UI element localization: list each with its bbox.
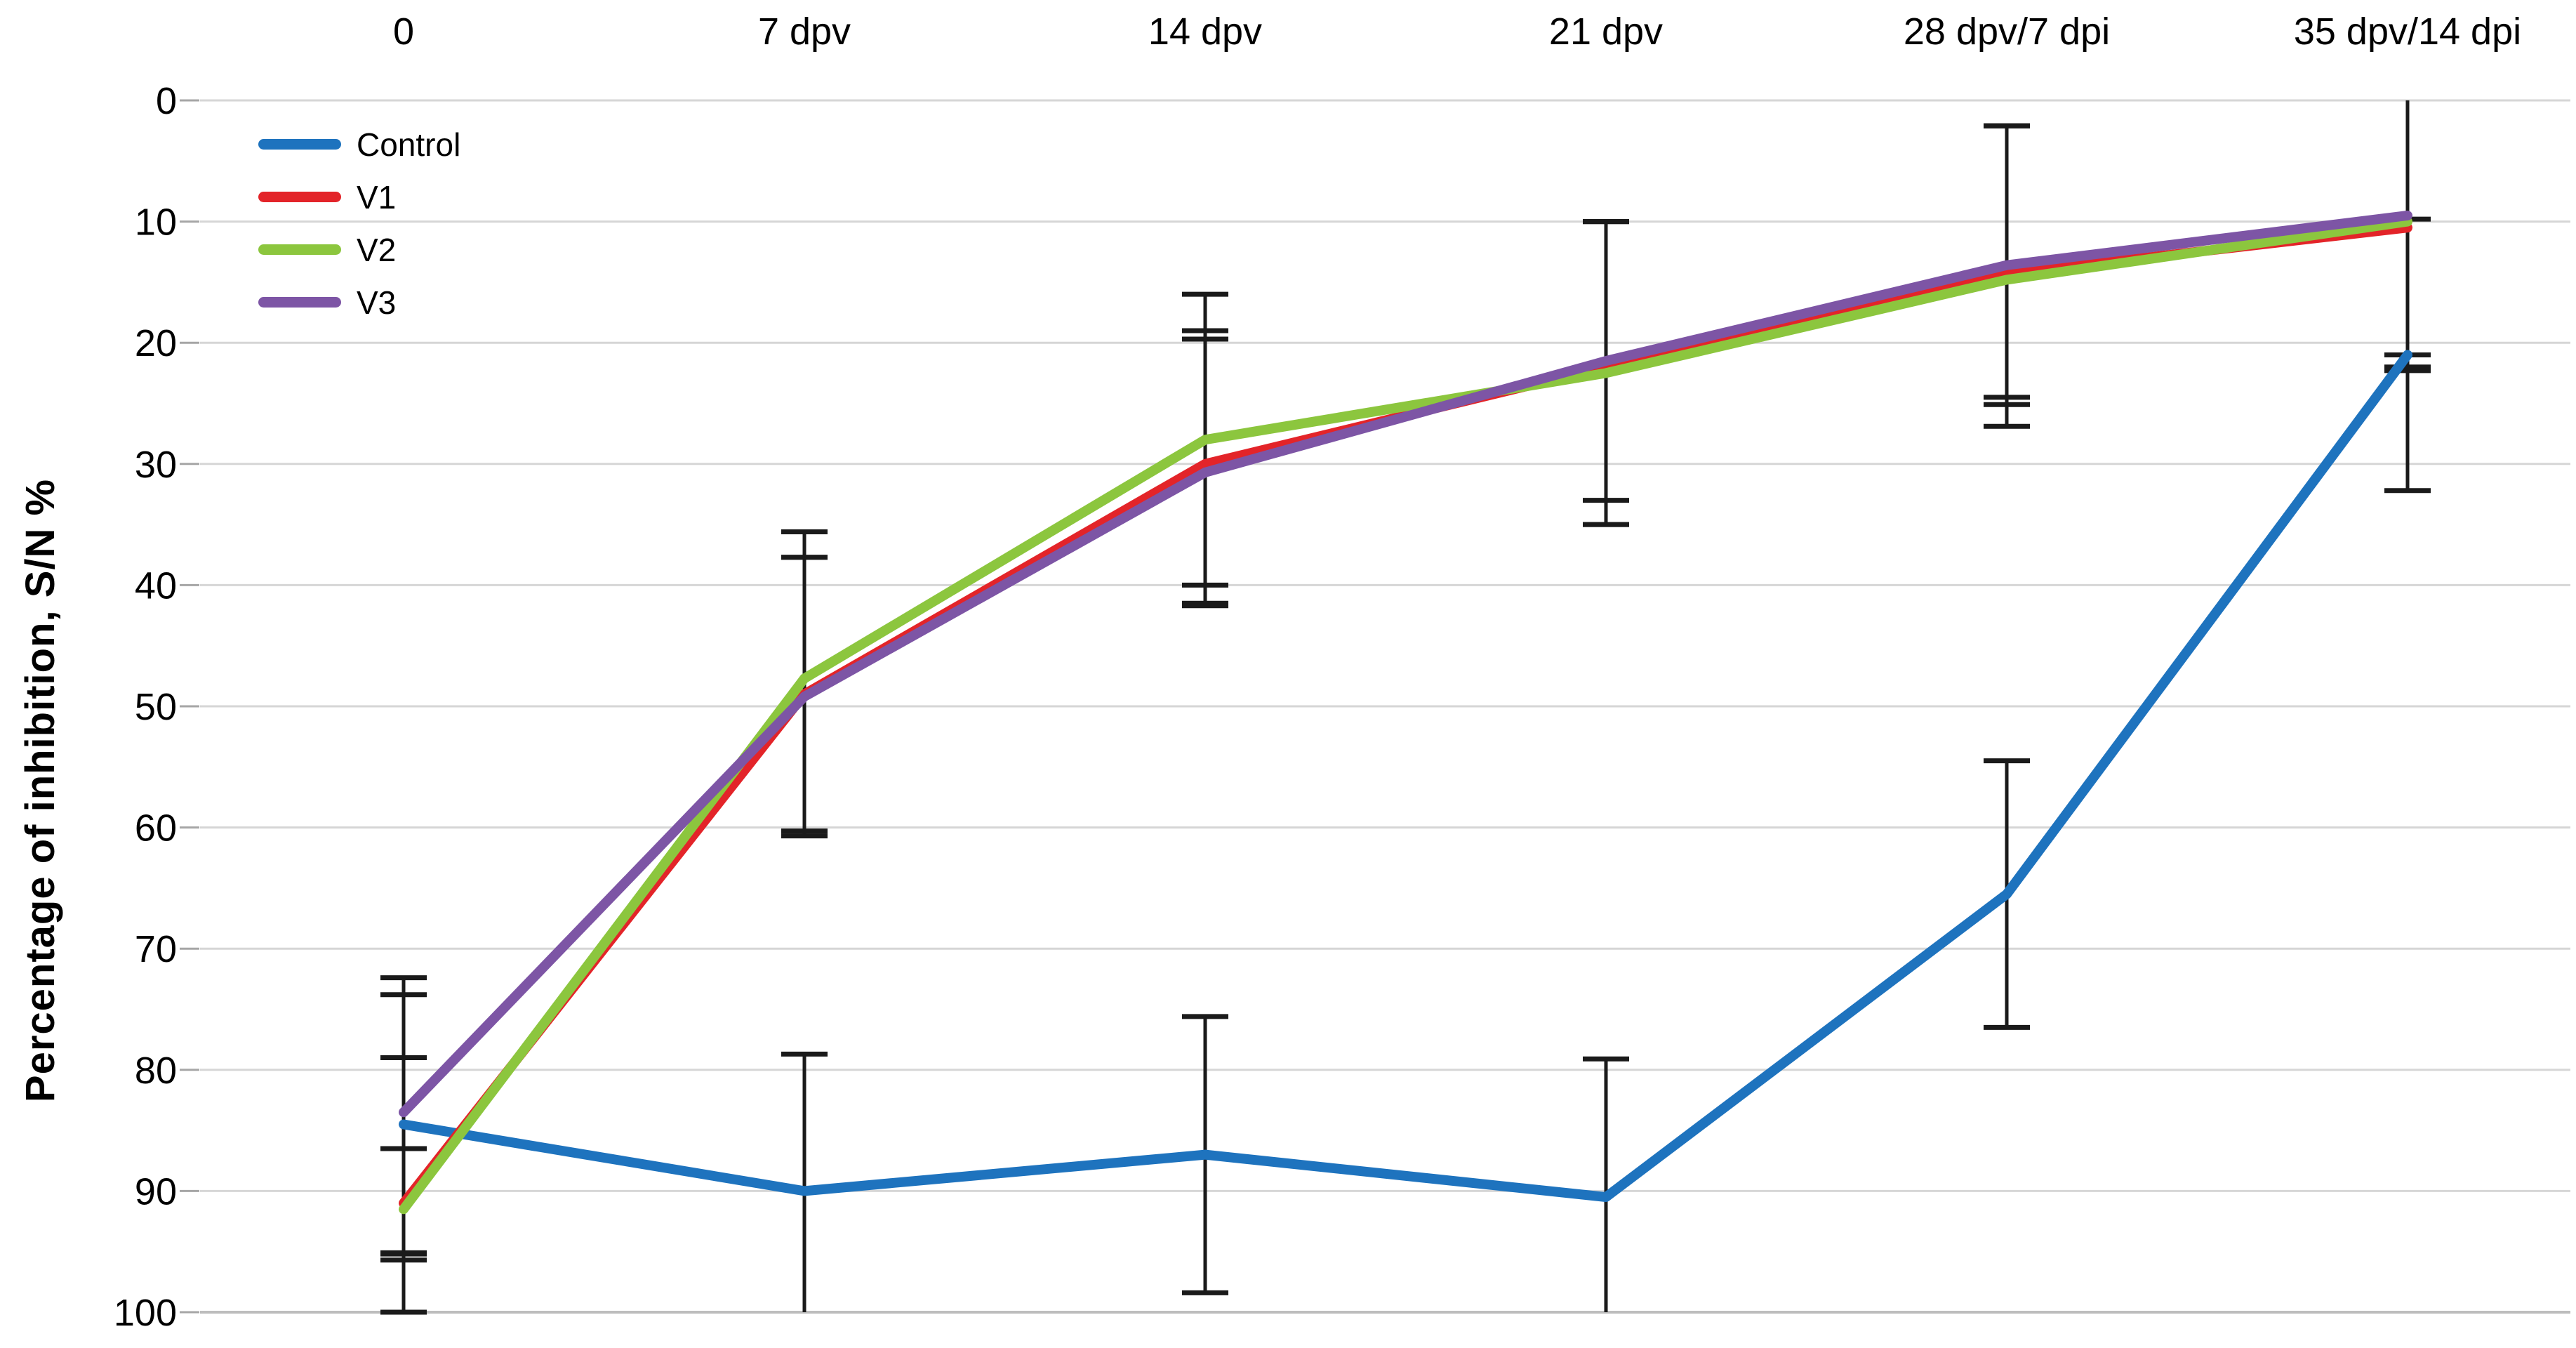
legend-swatch-v1 <box>258 192 341 202</box>
y-tick-label: 70 <box>135 928 177 970</box>
series-line-v3 <box>399 210 2412 1118</box>
y-tick-label: 10 <box>135 201 177 244</box>
y-tick-label: 0 <box>156 80 177 122</box>
x-category-label: 14 dpv <box>1148 11 1262 53</box>
series-line-control <box>399 350 2412 1203</box>
legend-item-v3: V3 <box>258 276 460 329</box>
legend-swatch-control <box>258 139 341 150</box>
y-tick-label: 80 <box>135 1050 177 1092</box>
series-line-v1 <box>399 223 2412 1208</box>
y-tick-label: 20 <box>135 322 177 364</box>
legend-label-v3: V3 <box>357 284 397 321</box>
legend-item-v2: V2 <box>258 223 460 276</box>
legend-label-control: Control <box>357 126 461 163</box>
series-line-v2 <box>399 216 2412 1215</box>
legend-item-v1: V1 <box>258 171 460 223</box>
x-category-label: 21 dpv <box>1549 11 1663 53</box>
y-tick-label: 40 <box>135 564 177 607</box>
legend-item-control: Control <box>258 118 460 171</box>
legend-label-v1: V1 <box>357 178 397 216</box>
legend: Control V1 V2 V3 <box>258 118 460 329</box>
y-axis-title: Percentage of inhibition, S/N % <box>18 478 63 1103</box>
legend-swatch-v2 <box>258 244 341 255</box>
x-category-label: 28 dpv/7 dpi <box>1904 11 2110 53</box>
x-category-label: 35 dpv/14 dpi <box>2294 11 2521 53</box>
x-category-label: 0 <box>393 11 414 53</box>
legend-swatch-v3 <box>258 297 341 308</box>
y-tick-label: 90 <box>135 1170 177 1212</box>
y-tick-label: 100 <box>114 1292 177 1334</box>
x-category-label: 7 dpv <box>758 11 851 53</box>
y-tick-label: 50 <box>135 686 177 728</box>
y-tick-label: 30 <box>135 444 177 486</box>
y-tick-label: 60 <box>135 807 177 850</box>
legend-label-v2: V2 <box>357 231 397 268</box>
